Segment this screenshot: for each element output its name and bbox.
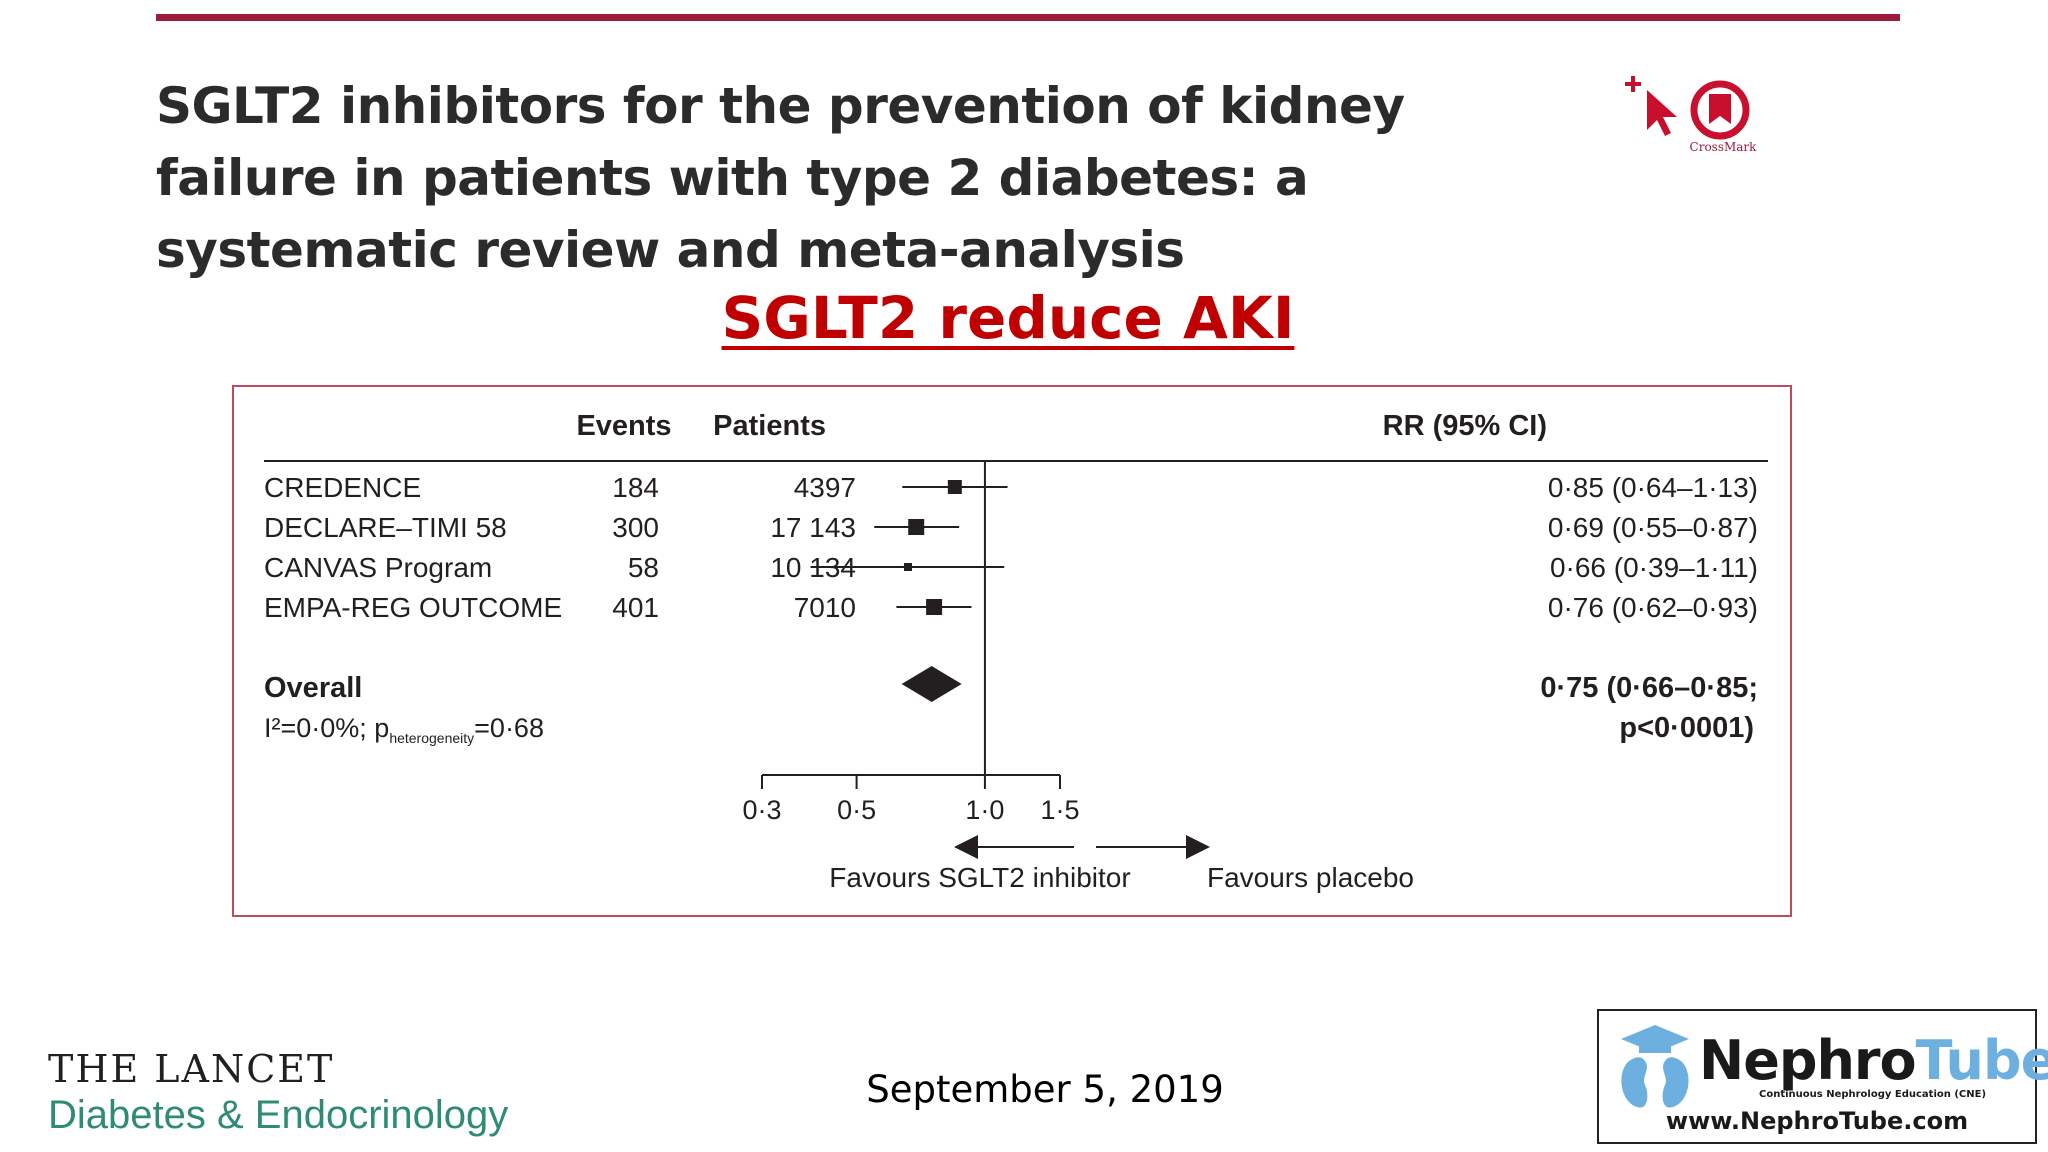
overall-rr-line2: p<0·0001) (1619, 712, 1754, 744)
slide-date: September 5, 2019 (866, 1068, 1224, 1111)
favours-right-label: Favours placebo (1207, 862, 1414, 893)
overall-diamond (901, 666, 962, 702)
col-header-events: Events (576, 410, 671, 442)
crossmark-label: CrossMark (1689, 140, 1757, 154)
study-rr-label: 0·76 (0·62–0·93) (1548, 592, 1758, 623)
study-name: CREDENCE (264, 472, 421, 503)
point-estimate (908, 519, 925, 535)
favours-left-label: Favours SGLT2 inhibitor (829, 862, 1130, 893)
kidney-graduation-icon (1621, 1025, 1689, 1108)
study-row: CREDENCE 184 4397 0·85 (0·64–1·13) (264, 472, 1758, 503)
study-rows: CREDENCE 184 4397 0·85 (0·64–1·13) DECLARE–T… (264, 472, 1758, 623)
study-patients: 7010 (794, 592, 856, 623)
axis-tick-label: 0·3 (742, 795, 781, 825)
study-row: CANVAS Program 58 10 134 0·66 (0·39–1·11) (264, 552, 1758, 583)
overall-effect (901, 666, 962, 702)
heterogeneity-suffix: =0·68 (474, 713, 544, 743)
nephrotube-logo[interactable]: NephroTube Continuous Nephrology Educati… (1597, 1009, 2048, 1144)
study-patients: 4397 (794, 472, 856, 503)
nephrotube-brand-b: Tube (1915, 1029, 2048, 1092)
study-events: 300 (612, 512, 659, 543)
arrow-right-icon (1186, 835, 1210, 859)
axis-tick-label: 1·5 (1040, 795, 1079, 825)
col-header-patients: Patients (713, 410, 826, 442)
study-events: 58 (628, 552, 659, 583)
nephrotube-url[interactable]: www.NephroTube.com (1665, 1107, 1969, 1135)
heterogeneity-stat: I²=0·0%; pheterogeneity=0·68 (264, 713, 544, 746)
forest-plot-frame: Events Patients RR (95% CI) CREDENCE 184 4… (232, 385, 1792, 917)
col-header-rr: RR (95% CI) (1383, 410, 1547, 442)
study-events: 184 (612, 472, 659, 503)
top-rule (156, 14, 1900, 21)
nephrotube-brand-a: Nephro (1699, 1029, 1917, 1092)
study-name: CANVAS Program (264, 552, 492, 583)
study-events: 401 (612, 592, 659, 623)
study-rr-label: 0·85 (0·64–1·13) (1548, 472, 1758, 503)
study-row: EMPA-REG OUTCOME 401 7010 0·76 (0·62–0·93) (264, 592, 1758, 623)
paper-title: SGLT2 inhibitors for the prevention of k… (156, 77, 1405, 279)
study-rr-label: 0·66 (0·39–1·11) (1550, 552, 1758, 583)
cursor-icon (1625, 76, 1677, 136)
point-estimate (903, 563, 912, 571)
axis-tick-label: 0·5 (837, 795, 876, 825)
study-name: DECLARE–TIMI 58 (264, 512, 507, 543)
point-estimate (926, 599, 943, 615)
nephrotube-brand: NephroTube (1699, 1029, 2048, 1092)
study-name: EMPA-REG OUTCOME (264, 592, 562, 623)
study-patients: 17 143 (770, 512, 856, 543)
arrow-left-icon (954, 835, 978, 859)
study-row: DECLARE–TIMI 58 300 17 143 0·69 (0·55–0·87) (264, 512, 1758, 543)
forest-plot: Events Patients RR (95% CI) CREDENCE 184 4… (264, 410, 1768, 893)
x-axis: 0·3 0·5 1·0 1·5 (742, 774, 1080, 825)
study-rr-label: 0·69 (0·55–0·87) (1548, 512, 1758, 543)
journal-subname: Diabetes & Endocrinology (48, 1093, 509, 1137)
heterogeneity-prefix: I²=0·0%; p (264, 713, 389, 743)
axis-tick-label: 1·0 (965, 795, 1004, 825)
crossmark-icon[interactable] (1625, 68, 1765, 164)
heterogeneity-subscript: heterogeneity (389, 730, 474, 746)
slide-subtitle: SGLT2 reduce AKI (721, 284, 1295, 352)
overall-label: Overall (264, 672, 362, 704)
journal-name: THE LANCET (48, 1047, 335, 1091)
overall-rr-line1: 0·75 (0·66–0·85; (1540, 672, 1758, 704)
point-estimate (947, 480, 962, 494)
nephrotube-tagline: Continuous Nephrology Education (CNE) (1759, 1089, 1987, 1100)
